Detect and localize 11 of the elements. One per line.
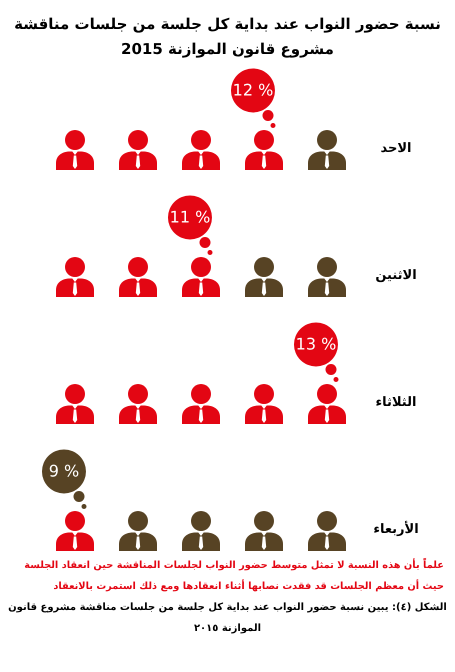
data-label: 11 % bbox=[170, 208, 210, 227]
text: علماً بأن هذه النسبة لا تمثل متوسط حضور النواب لجلسات المناقشة حين انعقاد الجلسة حيث أن معظم الجلسات قد فقدت نصابها أثناء انعقادها ومع ذلك استمرت بالانعقاد bbox=[23, 557, 444, 594]
category-label: الثلاثاء bbox=[376, 394, 416, 410]
data-label: 12 % bbox=[232, 80, 274, 100]
category-label: الاحد bbox=[380, 140, 412, 156]
data-label: 9 % bbox=[48, 462, 80, 481]
category-label: الأربعاء bbox=[373, 520, 419, 537]
category-label: الاثنين bbox=[375, 268, 417, 283]
data-label: 13 % bbox=[296, 334, 336, 354]
text: نسبة حضور النواب عند بداية كل جلسة من جلسات مناقشة مشروع قانون الموازنة 2015 bbox=[13, 14, 442, 60]
text: الشكل (٤): يبين نسبة حضور النواب عند بداية كل جلسة من جلسات مناقشة مشروع قانون الموازنة ٢٠١٥ bbox=[8, 601, 447, 636]
